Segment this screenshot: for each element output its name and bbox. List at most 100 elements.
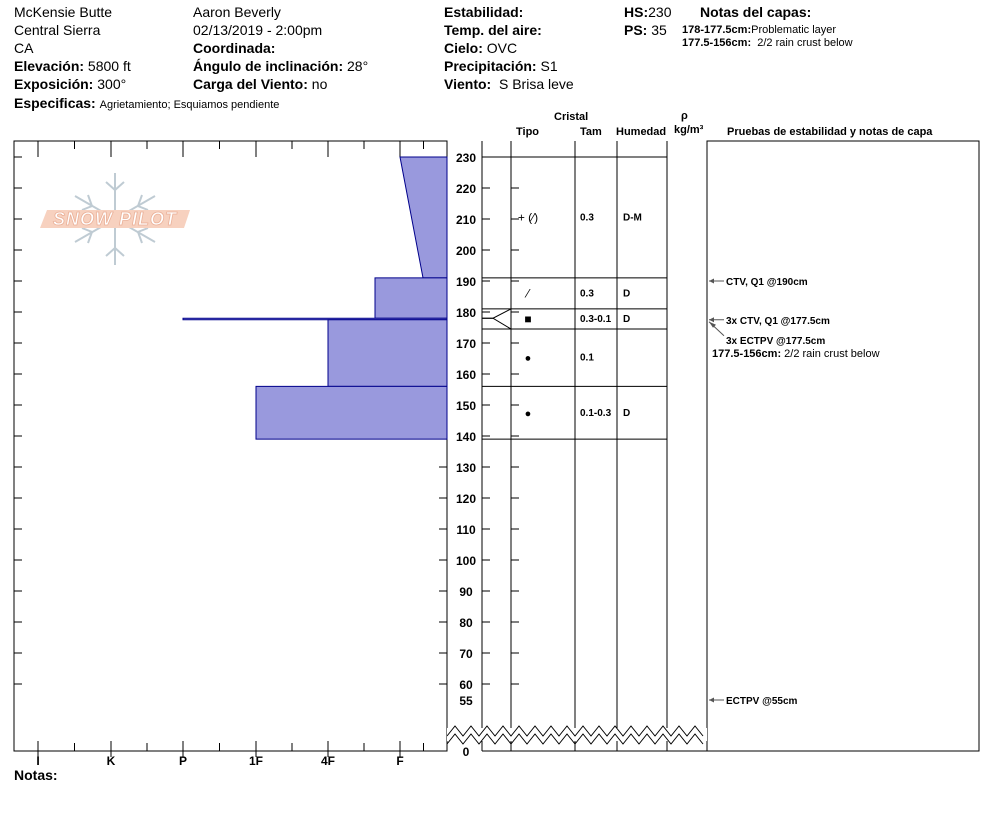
depth-tick-label: 55 bbox=[459, 694, 473, 708]
wind-label: Viento: bbox=[444, 76, 492, 92]
aspect-value: 300° bbox=[97, 76, 127, 92]
hardness-layer-bar bbox=[399, 156, 448, 279]
coordinate-label: Coordinada: bbox=[193, 40, 276, 56]
depth-tick-label: 90 bbox=[459, 585, 473, 599]
depth-tick-label: 180 bbox=[456, 306, 476, 320]
test-label: 3x CTV, Q1 @177.5cm bbox=[726, 316, 830, 327]
hs-value: 230 bbox=[648, 4, 672, 20]
axis-break-line bbox=[446, 733, 704, 745]
logo-text: SNOW PILOT bbox=[53, 209, 178, 229]
state-name: CA bbox=[14, 40, 34, 56]
layer-notes-label: Notas del capas: bbox=[700, 4, 812, 20]
test-arrow-head bbox=[709, 321, 716, 328]
observation-datetime: 02/13/2019 - 2:00pm bbox=[193, 22, 323, 38]
elevation-label: Elevación: bbox=[14, 58, 85, 74]
crystal-header: Cristal bbox=[554, 111, 589, 123]
depth-tick-label: 60 bbox=[459, 678, 473, 692]
wind: Viento: S Brisa leve bbox=[444, 76, 574, 92]
layer-note-2-text: 2/2 rain crust below bbox=[757, 37, 853, 49]
grain-type-symbol: ● bbox=[525, 353, 532, 365]
density-unit: kg/m³ bbox=[674, 124, 704, 136]
depth-tick-label: 110 bbox=[456, 523, 476, 537]
layer-note: 177.5-156cm: 2/2 rain crust below bbox=[712, 348, 880, 360]
windload-label: Carga del Viento: bbox=[193, 76, 308, 92]
hardness-tick-label: P bbox=[179, 754, 187, 768]
ps-value: 35 bbox=[651, 22, 667, 38]
elevation: Elevación: 5800 ft bbox=[14, 58, 131, 74]
aspect-label: Exposición: bbox=[14, 76, 94, 92]
air-temp-label: Temp. del aire: bbox=[444, 22, 542, 38]
depth-tick-label: 80 bbox=[459, 616, 473, 630]
hardness-layer-bar bbox=[255, 385, 448, 440]
stability-label: Estabilidad: bbox=[444, 4, 524, 20]
test-label: 3x ECTPV @177.5cm bbox=[726, 336, 825, 347]
grain-size-label: 0.1-0.3 bbox=[580, 408, 612, 419]
layer-note-1-range: 178-177.5cm: bbox=[682, 24, 752, 36]
moisture-label: D bbox=[623, 408, 630, 419]
depth-tick-label: 120 bbox=[456, 492, 476, 506]
depth-tick-label: 220 bbox=[456, 182, 476, 196]
location-name: McKensie Butte bbox=[14, 4, 113, 20]
snowpilot-logo: SNOW PILOT bbox=[40, 173, 190, 265]
ps-label: PS: bbox=[624, 22, 648, 38]
grain-type-symbol: ■ bbox=[524, 312, 531, 326]
moisture-label: D bbox=[623, 314, 630, 325]
test-arrow-head bbox=[709, 278, 714, 284]
specifics-value: Agrietamiento; Esquiamos pendiente bbox=[99, 99, 280, 111]
depth-tick-label: 230 bbox=[456, 151, 476, 165]
axis-break-line bbox=[446, 725, 704, 737]
grain-size-label: 0.3-0.1 bbox=[580, 314, 612, 325]
grain-type-symbol: ● bbox=[525, 408, 532, 420]
moisture-label: D-M bbox=[623, 212, 642, 223]
windload-value: no bbox=[311, 76, 328, 92]
sky: Cielo: OVC bbox=[444, 40, 517, 56]
depth-tick-label: 200 bbox=[456, 244, 476, 258]
layer-note-1: 178-177.5cm:Problematic layer bbox=[682, 24, 836, 37]
depth-tick-label: 210 bbox=[456, 213, 476, 227]
layer-note-1-text: Problematic layer bbox=[751, 24, 837, 36]
grain-type-symbol: + (⁄) bbox=[518, 210, 538, 224]
aspect: Exposición: 300° bbox=[14, 76, 126, 92]
wind-value: S Brisa leve bbox=[498, 76, 574, 92]
test-arrow-head bbox=[709, 697, 714, 703]
wind-load: Carga del Viento: no bbox=[193, 76, 327, 92]
specifics-label: Especificas: bbox=[14, 95, 96, 111]
layer-note-text: 2/2 rain crust below bbox=[784, 348, 879, 360]
depth-tick-label: 100 bbox=[456, 554, 476, 568]
depth-tick-label: 130 bbox=[456, 461, 476, 475]
penetration: PS: 35 bbox=[624, 22, 667, 38]
hs-label: HS: bbox=[624, 4, 649, 20]
slope-angle: Ángulo de inclinación: 28° bbox=[193, 58, 368, 74]
axis-break-gap bbox=[447, 728, 707, 741]
depth-tick-label: 140 bbox=[456, 430, 476, 444]
elevation-value: 5800 ft bbox=[87, 58, 131, 74]
size-header: Tam bbox=[580, 126, 602, 138]
layer-connector bbox=[482, 308, 512, 319]
grain-size-label: 0.1 bbox=[580, 353, 594, 364]
sky-label: Cielo: bbox=[444, 40, 483, 56]
depth-tick-label: 150 bbox=[456, 399, 476, 413]
depth-tick-label: 70 bbox=[459, 647, 473, 661]
slope-value: 28° bbox=[347, 58, 369, 74]
hardness-plot-frame bbox=[13, 140, 448, 752]
test-label: CTV, Q1 @190cm bbox=[726, 277, 808, 288]
moisture-label: D bbox=[623, 288, 630, 299]
depth-tick-label: 190 bbox=[456, 275, 476, 289]
range-name: Central Sierra bbox=[14, 22, 101, 38]
hardness-layer-bar bbox=[327, 319, 448, 387]
layer-note-range: 177.5-156cm: bbox=[712, 348, 784, 360]
snow-height: HS:230 bbox=[624, 4, 671, 20]
depth-tick-label: 160 bbox=[456, 368, 476, 382]
precipitation: Precipitación: S1 bbox=[444, 58, 558, 74]
observer-name: Aaron Beverly bbox=[193, 4, 281, 20]
hardness-tick-label: 1F bbox=[249, 754, 263, 768]
depth-tick-label: 170 bbox=[456, 337, 476, 351]
type-header: Tipo bbox=[516, 126, 540, 138]
hardness-layer-bar bbox=[374, 277, 448, 319]
grain-type-symbol: ⁄ bbox=[524, 286, 531, 300]
sky-value: OVC bbox=[486, 40, 518, 56]
notes-label: Notas: bbox=[14, 767, 58, 783]
layer-note-2-range: 177.5-156cm: bbox=[682, 37, 752, 49]
density-symbol: ρ bbox=[681, 110, 688, 122]
